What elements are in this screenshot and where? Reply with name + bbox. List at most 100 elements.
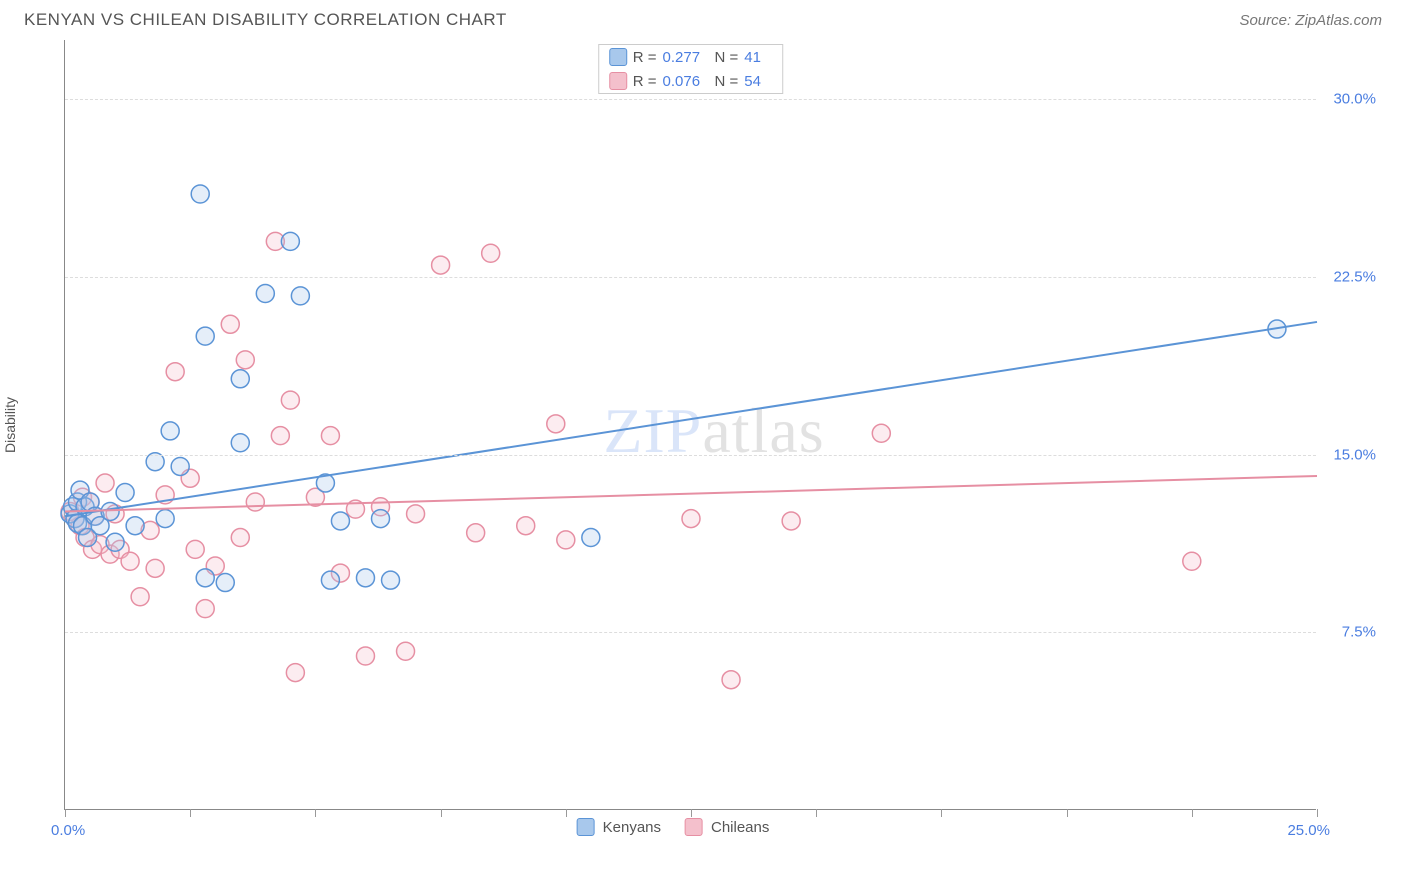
y-tick-label: 7.5% — [1320, 624, 1376, 641]
data-point — [231, 370, 249, 388]
x-tick-last: 25.0% — [1287, 822, 1330, 839]
x-tick — [1317, 809, 1318, 817]
legend-N-value: 41 — [744, 49, 772, 66]
data-point — [321, 571, 339, 589]
y-tick-label: 15.0% — [1320, 446, 1376, 463]
legend-row: R = 0.277 N = 41 — [599, 45, 783, 69]
data-point — [126, 517, 144, 535]
legend-series: Kenyans Chileans — [577, 818, 770, 836]
chart-source: Source: ZipAtlas.com — [1239, 12, 1382, 29]
y-axis-label: Disability — [2, 397, 18, 453]
data-point — [782, 512, 800, 530]
data-point — [196, 569, 214, 587]
legend-N-label: N = — [715, 49, 739, 66]
x-tick — [816, 809, 817, 817]
legend-R-value: 0.277 — [663, 49, 709, 66]
legend-swatch — [577, 818, 595, 836]
data-point — [106, 533, 124, 551]
legend-R-label: R = — [633, 73, 657, 90]
plot-region: ZIPatlas R =0.277N =41R =0.076N =54 0.0%… — [64, 40, 1316, 810]
x-tick — [1067, 809, 1068, 817]
data-point — [221, 315, 239, 333]
trend-line — [65, 322, 1317, 516]
data-point — [256, 285, 274, 303]
scatter-svg — [65, 40, 1317, 810]
legend-series-label: Chileans — [711, 819, 769, 836]
data-point — [231, 529, 249, 547]
chart-area: Disability ZIPatlas R =0.277N =41R =0.07… — [20, 40, 1326, 810]
gridline — [65, 99, 1316, 100]
legend-N-label: N = — [715, 73, 739, 90]
data-point — [166, 363, 184, 381]
legend-swatch — [609, 72, 627, 90]
y-tick-label: 30.0% — [1320, 91, 1376, 108]
data-point — [96, 474, 114, 492]
data-point — [467, 524, 485, 542]
data-point — [161, 422, 179, 440]
legend-series-label: Kenyans — [603, 819, 661, 836]
data-point — [231, 434, 249, 452]
data-point — [482, 244, 500, 262]
data-point — [131, 588, 149, 606]
data-point — [682, 510, 700, 528]
gridline — [65, 632, 1316, 633]
data-point — [186, 540, 204, 558]
data-point — [291, 287, 309, 305]
data-point — [557, 531, 575, 549]
data-point — [156, 510, 174, 528]
data-point — [1183, 552, 1201, 570]
data-point — [356, 647, 374, 665]
data-point — [517, 517, 535, 535]
chart-title: KENYAN VS CHILEAN DISABILITY CORRELATION… — [24, 10, 507, 30]
data-point — [236, 351, 254, 369]
data-point — [432, 256, 450, 274]
data-point — [382, 571, 400, 589]
data-point — [372, 510, 390, 528]
data-point — [407, 505, 425, 523]
data-point — [547, 415, 565, 433]
legend-series-item: Chileans — [685, 818, 769, 836]
data-point — [722, 671, 740, 689]
data-point — [281, 391, 299, 409]
x-tick — [691, 809, 692, 817]
data-point — [246, 493, 264, 511]
x-tick — [941, 809, 942, 817]
legend-N-value: 54 — [744, 73, 772, 90]
data-point — [146, 559, 164, 577]
data-point — [356, 569, 374, 587]
legend-R-label: R = — [633, 49, 657, 66]
gridline — [65, 277, 1316, 278]
data-point — [116, 484, 134, 502]
data-point — [101, 502, 119, 520]
data-point — [872, 424, 890, 442]
data-point — [286, 664, 304, 682]
data-point — [196, 327, 214, 345]
gridline — [65, 455, 1316, 456]
x-tick — [65, 809, 66, 817]
x-tick — [190, 809, 191, 817]
data-point — [191, 185, 209, 203]
legend-swatch — [685, 818, 703, 836]
data-point — [331, 512, 349, 530]
x-tick — [1192, 809, 1193, 817]
data-point — [582, 529, 600, 547]
data-point — [271, 427, 289, 445]
y-tick-label: 22.5% — [1320, 268, 1376, 285]
data-point — [216, 574, 234, 592]
chart-header: KENYAN VS CHILEAN DISABILITY CORRELATION… — [0, 0, 1406, 36]
legend-correlation: R = 0.277 N = 41 R = 0.076 N = 54 — [598, 44, 784, 94]
data-point — [397, 642, 415, 660]
data-point — [281, 232, 299, 250]
data-point — [196, 600, 214, 618]
data-point — [171, 457, 189, 475]
legend-swatch — [609, 48, 627, 66]
x-tick — [441, 809, 442, 817]
data-point — [121, 552, 139, 570]
x-tick — [566, 809, 567, 817]
legend-row: R = 0.076 N = 54 — [599, 69, 783, 93]
x-tick-first: 0.0% — [51, 822, 85, 839]
x-tick — [315, 809, 316, 817]
legend-R-value: 0.076 — [663, 73, 709, 90]
data-point — [321, 427, 339, 445]
legend-series-item: Kenyans — [577, 818, 661, 836]
